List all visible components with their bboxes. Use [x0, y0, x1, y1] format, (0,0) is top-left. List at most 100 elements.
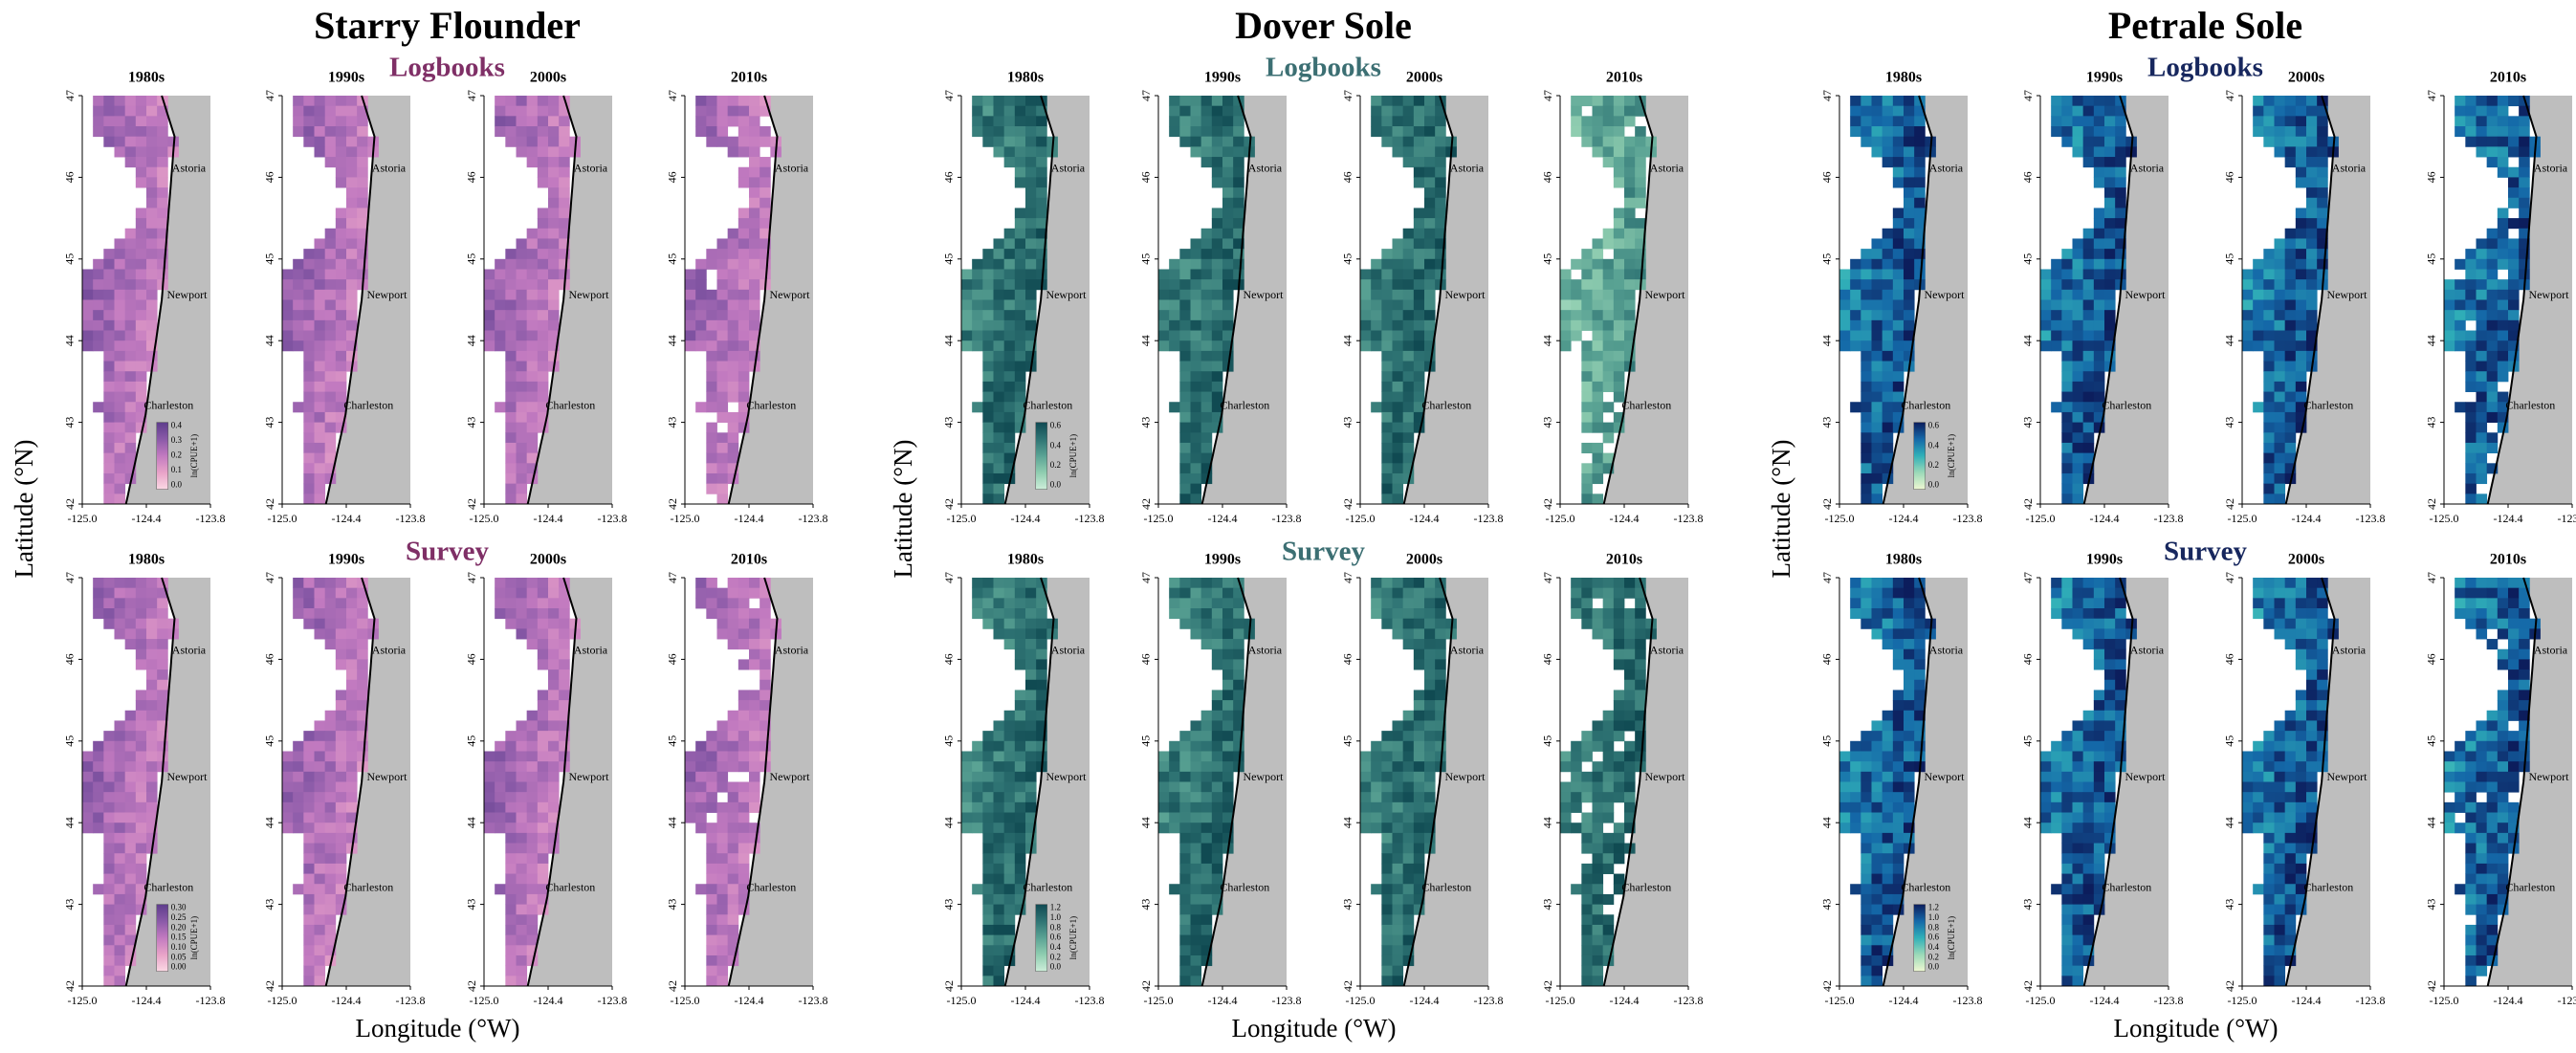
grid-cell	[1025, 608, 1037, 619]
grid-cell	[157, 700, 168, 711]
grid-cell	[2306, 259, 2318, 270]
lat-tick-label: 42	[942, 980, 956, 992]
grid-cell	[994, 751, 1005, 761]
grid-cell	[1581, 382, 1593, 392]
place-label: Astoria	[1248, 162, 1283, 175]
grid-cell	[2104, 167, 2116, 178]
grid-cell	[2242, 290, 2254, 300]
colorbar-label: ln(CPUE+1)	[1947, 434, 1956, 478]
grid-cell	[728, 279, 739, 290]
grid-cell	[93, 331, 104, 341]
grid-cell	[717, 813, 729, 823]
grid-cell	[1191, 320, 1202, 331]
grid-cell	[527, 351, 539, 362]
grid-cell	[1914, 116, 1926, 126]
grid-cell	[982, 884, 994, 894]
grid-cell	[717, 761, 729, 772]
grid-cell	[538, 320, 549, 331]
grid-cell	[1201, 844, 1213, 854]
grid-cell	[357, 198, 368, 208]
grid-cell	[303, 382, 315, 392]
grid-cell	[115, 269, 126, 279]
grid-cell	[2073, 578, 2084, 588]
grid-cell	[2285, 362, 2297, 372]
grid-cell	[538, 290, 549, 300]
grid-cell	[2040, 792, 2052, 802]
grid-cell	[2094, 741, 2105, 752]
grid-cell	[2444, 310, 2455, 320]
grid-cell	[538, 208, 549, 218]
grid-cell	[125, 279, 137, 290]
grid-cell	[1593, 412, 1604, 423]
grid-cell	[282, 751, 294, 761]
grid-cell	[2508, 269, 2520, 279]
grid-cell	[1403, 238, 1415, 249]
grid-cell	[1624, 218, 1636, 229]
grid-cell	[1212, 823, 1223, 833]
grid-cell	[2477, 351, 2488, 362]
grid-cell	[115, 966, 126, 976]
grid-cell	[1872, 484, 1883, 494]
grid-cell	[1839, 310, 1851, 320]
grid-cell	[115, 423, 126, 433]
grid-cell	[559, 116, 570, 126]
grid-cell	[1169, 598, 1180, 608]
grid-cell	[1850, 310, 1861, 320]
grid-cell	[706, 382, 717, 392]
grid-cell	[1371, 772, 1382, 782]
grid-cell	[1169, 310, 1180, 320]
grid-cell	[728, 792, 739, 802]
grid-cell	[2306, 187, 2318, 198]
grid-cell	[982, 731, 994, 741]
grid-cell	[1393, 792, 1404, 802]
grid-cell	[2094, 853, 2105, 864]
grid-cell	[1581, 320, 1593, 331]
grid-cell	[315, 884, 326, 894]
grid-cell	[1191, 925, 1202, 935]
grid-cell	[1179, 598, 1191, 608]
grid-cell	[2083, 731, 2095, 741]
grid-cell	[1581, 894, 1593, 905]
lon-tick-label: -124.4	[1208, 512, 1238, 525]
grid-cell	[2263, 761, 2275, 772]
grid-cell	[1593, 453, 1604, 464]
grid-cell	[315, 761, 326, 772]
grid-cell	[2508, 279, 2520, 290]
grid-cell	[685, 300, 696, 311]
grid-cell	[1435, 126, 1446, 137]
grid-cell	[1635, 659, 1646, 669]
grid-cell	[1371, 269, 1382, 279]
grid-cell	[2465, 473, 2477, 484]
grid-cell	[1414, 249, 1425, 259]
lat-tick-label: 45	[666, 735, 679, 747]
grid-cell	[760, 649, 771, 660]
grid-cell	[2477, 249, 2488, 259]
grid-cell	[1015, 844, 1026, 854]
grid-cell	[760, 628, 771, 639]
grid-cell	[1179, 106, 1191, 117]
grid-cell	[1414, 106, 1425, 117]
lon-tick-label: -125.0	[671, 994, 700, 1007]
grid-cell	[1191, 382, 1202, 392]
grid-cell	[315, 371, 326, 382]
grid-cell	[2487, 320, 2499, 331]
grid-cell	[1191, 362, 1202, 372]
lat-tick-label: 45	[1541, 253, 1554, 265]
grid-cell	[527, 300, 539, 311]
grid-cell	[2061, 116, 2073, 126]
lon-tick-label: -124.4	[1011, 512, 1041, 525]
grid-cell	[2455, 106, 2466, 117]
grid-cell	[717, 966, 729, 976]
grid-cell	[303, 453, 315, 464]
grid-cell	[2115, 619, 2126, 629]
grid-cell	[728, 269, 739, 279]
grid-cell	[115, 935, 126, 946]
grid-cell	[1850, 269, 1861, 279]
lat-tick-label: 45	[2425, 253, 2438, 265]
grid-cell	[1212, 382, 1223, 392]
grid-cell	[484, 761, 495, 772]
grid-cell	[1158, 792, 1170, 802]
grid-cell	[1893, 700, 1904, 711]
grid-cell	[93, 106, 104, 117]
lat-tick-label: 43	[1820, 417, 1834, 428]
